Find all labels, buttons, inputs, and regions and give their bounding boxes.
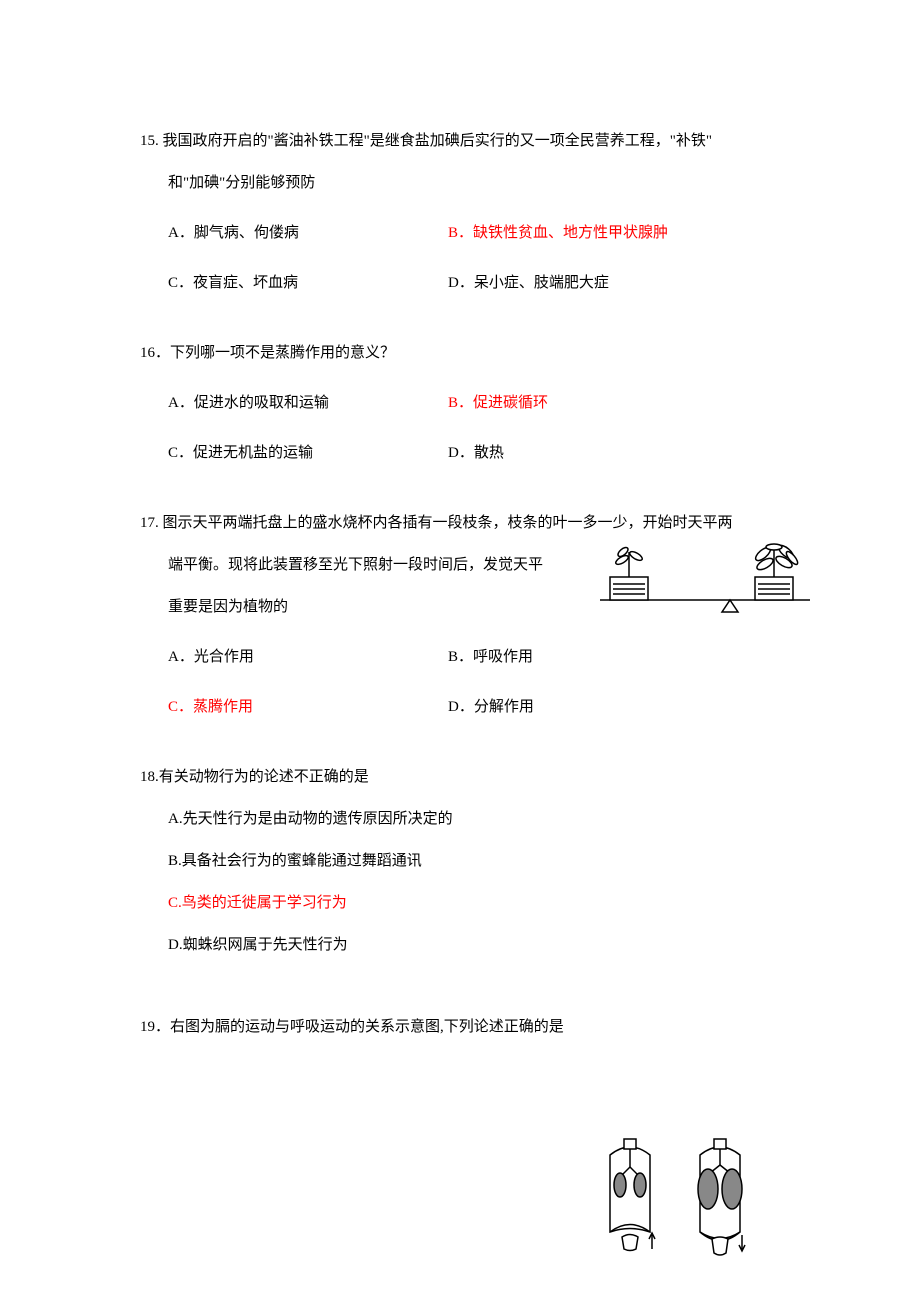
q19-stem: 19．右图为膈的运动与呼吸运动的关系示意图,下列论述正确的是 — [140, 1006, 800, 1048]
q16-options-row2: C．促进无机盐的运输 D．散热 — [140, 432, 800, 474]
q15-option-c: C．夜盲症、坏血病 — [168, 262, 448, 304]
q17-option-d: D．分解作用 — [448, 686, 728, 728]
q15-options-row1: A．脚气病、佝偻病 B．缺铁性贫血、地方性甲状腺肿 — [140, 212, 800, 254]
q15-options-row2: C．夜盲症、坏血病 D．呆小症、肢端肥大症 — [140, 262, 800, 304]
q17-option-b: B．呼吸作用 — [448, 636, 728, 678]
q15-stem-line1: 15. 我国政府开启的"酱油补铁工程"是继食盐加碘后实行的又一项全民营养工程，"… — [140, 120, 800, 162]
q16-stem: 16．下列哪一项不是蒸腾作用的意义？ — [140, 332, 800, 374]
q18-option-c: C.鸟类的迁徙属于学习行为 — [140, 882, 800, 924]
q15-option-b: B．缺铁性贫血、地方性甲状腺肿 — [448, 212, 728, 254]
question-16: 16．下列哪一项不是蒸腾作用的意义？ A．促进水的吸取和运输 B．促进碳循环 C… — [140, 332, 800, 474]
q15-stem-line2: 和"加碘"分别能够预防 — [140, 162, 800, 204]
q18-option-d: D.蜘蛛织网属于先天性行为 — [140, 924, 800, 966]
q16-option-d: D．散热 — [448, 432, 728, 474]
question-19: 19．右图为膈的运动与呼吸运动的关系示意图,下列论述正确的是 — [140, 1006, 800, 1048]
q15-option-d: D．呆小症、肢端肥大症 — [448, 262, 728, 304]
q15-option-a: A．脚气病、佝偻病 — [168, 212, 448, 254]
question-17: 17. 图示天平两端托盘上的盛水烧杯内各插有一段枝条，枝条的叶一多一少，开始时天… — [140, 502, 800, 728]
q18-stem: 18.有关动物行为的论述不正确的是 — [140, 756, 800, 798]
q17-options-row1: A．光合作用 B．呼吸作用 — [140, 636, 800, 678]
q17-option-a: A．光合作用 — [168, 636, 448, 678]
q17-options-row2: C．蒸腾作用 D．分解作用 — [140, 686, 800, 728]
q16-options-row1: A．促进水的吸取和运输 B．促进碳循环 — [140, 382, 800, 424]
q18-option-b: B.具备社会行为的蜜蜂能通过舞蹈通讯 — [140, 840, 800, 882]
q17-balance-figure — [590, 542, 820, 627]
q17-option-c: C．蒸腾作用 — [168, 686, 448, 728]
q17-stem-line1: 17. 图示天平两端托盘上的盛水烧杯内各插有一段枝条，枝条的叶一多一少，开始时天… — [140, 502, 800, 544]
q19-diaphragm-figure — [580, 1137, 780, 1272]
q18-option-a: A.先天性行为是由动物的遗传原因所决定的 — [140, 798, 800, 840]
q16-option-a: A．促进水的吸取和运输 — [168, 382, 448, 424]
q16-option-b: B．促进碳循环 — [448, 382, 728, 424]
question-15: 15. 我国政府开启的"酱油补铁工程"是继食盐加碘后实行的又一项全民营养工程，"… — [140, 120, 800, 304]
q16-option-c: C．促进无机盐的运输 — [168, 432, 448, 474]
question-18: 18.有关动物行为的论述不正确的是 A.先天性行为是由动物的遗传原因所决定的 B… — [140, 756, 800, 966]
